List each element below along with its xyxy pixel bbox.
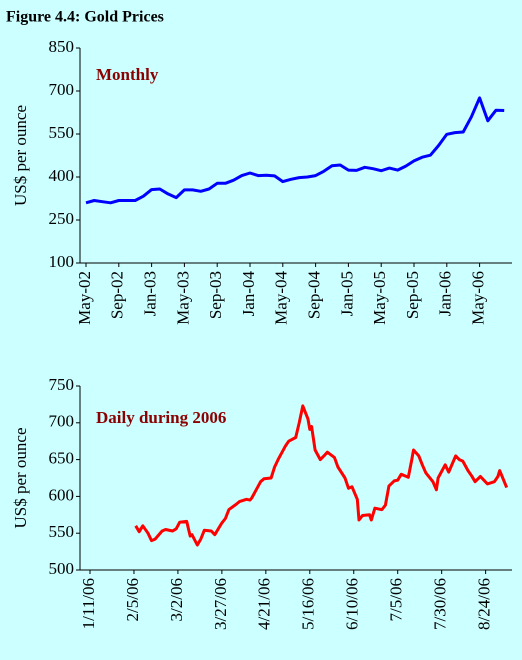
x-tick-label: 3/27/06 — [211, 578, 230, 630]
price-line — [134, 404, 509, 547]
y-tick-label: 850 — [49, 37, 75, 56]
x-tick-label: 4/21/06 — [255, 578, 274, 630]
y-tick-label: 700 — [49, 412, 75, 431]
x-tick-label: 1/11/06 — [79, 578, 98, 629]
figure-title: Figure 4.4: Gold Prices — [6, 9, 164, 26]
x-tick-label: May-05 — [370, 271, 389, 325]
x-tick-label: May-04 — [272, 271, 291, 325]
y-tick-label: 700 — [49, 80, 75, 99]
x-tick-label: 8/24/06 — [475, 578, 494, 630]
series-label: Monthly — [96, 65, 159, 84]
x-tick-label: Sep-05 — [403, 271, 422, 319]
x-tick-label: May-06 — [469, 271, 488, 325]
x-tick-label: Jan-06 — [436, 271, 455, 316]
y-tick-label: 500 — [49, 559, 75, 578]
x-tick-label: 7/30/06 — [431, 578, 450, 630]
y-tick-label: 100 — [49, 252, 75, 271]
y-axis-title: US$ per ounce — [11, 427, 30, 528]
x-tick-label: Sep-04 — [305, 271, 324, 320]
price-line — [85, 96, 505, 205]
x-tick-label: Jan-05 — [337, 271, 356, 316]
x-tick-label: 6/10/06 — [343, 578, 362, 630]
y-tick-label: 250 — [49, 209, 75, 228]
y-tick-label: 750 — [49, 375, 75, 394]
x-tick-label: Jan-04 — [239, 271, 258, 317]
x-tick-label: May-02 — [75, 271, 94, 325]
series-label: Daily during 2006 — [96, 408, 226, 427]
y-tick-label: 650 — [49, 449, 75, 468]
y-tick-label: 600 — [49, 485, 75, 504]
y-tick-label: 550 — [49, 522, 75, 541]
x-tick-label: 5/16/06 — [299, 578, 318, 630]
x-tick-label: 7/5/06 — [387, 578, 406, 621]
y-tick-label: 550 — [49, 123, 75, 142]
x-tick-label: Sep-03 — [206, 271, 225, 319]
x-tick-label: Sep-02 — [108, 271, 127, 319]
y-axis-title: US$ per ounce — [11, 105, 30, 206]
x-tick-label: 3/2/06 — [167, 578, 186, 621]
x-tick-label: Jan-03 — [141, 271, 160, 316]
x-tick-label: 2/5/06 — [123, 578, 142, 621]
y-tick-label: 400 — [49, 166, 75, 185]
x-tick-label: May-03 — [173, 271, 192, 325]
